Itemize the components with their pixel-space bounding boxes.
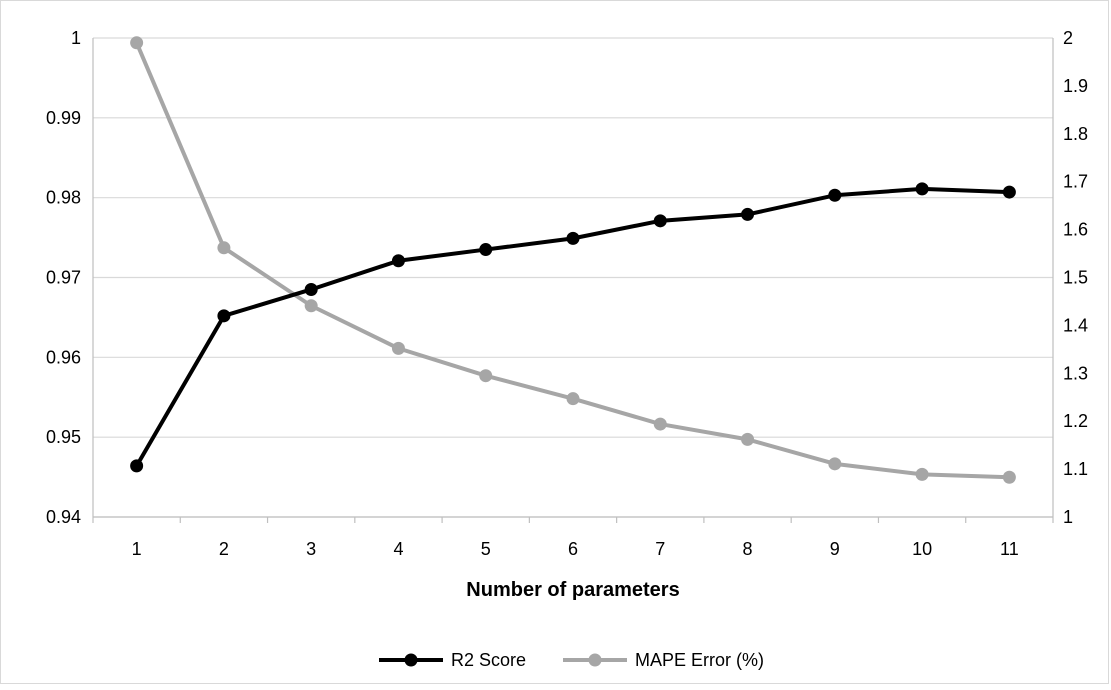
x-tick-label: 5 [481,539,491,559]
data-point [391,254,405,268]
y-tick-label: 0.96 [46,347,81,367]
x-tick-label: 8 [743,539,753,559]
data-point [653,417,667,431]
legend: R2 Score MAPE Error (%) [379,650,764,670]
y2-tick-label: 1.8 [1063,124,1088,144]
data-point [741,207,755,221]
y-tick-label: 0.98 [46,188,81,208]
data-point [653,214,667,228]
data-point [566,392,580,406]
x-tick-label: 7 [655,539,665,559]
x-tick-label: 1 [132,539,142,559]
y-tick-label: 0.97 [46,268,81,288]
data-point [217,241,231,255]
legend-label: MAPE Error (%) [635,650,764,670]
y2-tick-label: 1.6 [1063,220,1088,240]
series-r2-score [130,182,1016,473]
data-point [828,457,842,471]
series-mape-error [130,36,1016,484]
x-tick-label: 10 [912,539,932,559]
y-tick-label: 0.95 [46,427,81,447]
data-point [130,459,144,473]
data-point [741,432,755,446]
y2-tick-label: 1.1 [1063,459,1088,479]
y2-tick-label: 2 [1063,28,1073,48]
y-tick-label: 0.94 [46,507,81,527]
data-point [479,369,493,383]
data-point [566,231,580,245]
x-axis-title: Number of parameters [466,579,679,601]
x-tick-label: 6 [568,539,578,559]
data-point [130,36,144,50]
y2-tick-label: 1.9 [1063,76,1088,96]
legend-label: R2 Score [451,650,526,670]
legend-marker [404,653,418,667]
y2-tick-label: 1.7 [1063,172,1088,192]
y2-tick-label: 1.4 [1063,315,1088,335]
legend-marker [588,653,602,667]
data-point [391,341,405,355]
y2-tick-label: 1.5 [1063,268,1088,288]
legend-item-mape-error: MAPE Error (%) [563,650,764,670]
data-point [304,282,318,296]
data-point [828,188,842,202]
data-point [915,467,929,481]
legend-item-r2-score: R2 Score [379,650,526,670]
y-tick-label: 1 [71,28,81,48]
y-tick-label: 0.99 [46,108,81,128]
series-line [134,42,1010,480]
data-point [304,299,318,313]
y2-tick-label: 1.2 [1063,411,1088,431]
data-point [1002,470,1016,484]
axes [92,38,1054,523]
y2-tick-label: 1 [1063,507,1073,527]
series-line [134,186,1010,467]
x-tick-label: 11 [1000,539,1019,559]
data-point [217,309,231,323]
x-tick-label: 9 [830,539,840,559]
x-tick-label: 3 [306,539,316,559]
tick-labels: 0.940.950.960.970.980.99111.11.21.31.41.… [46,28,1088,559]
gridlines [93,37,1053,518]
x-tick-label: 2 [219,539,229,559]
y2-tick-label: 1.3 [1063,363,1088,383]
data-point [915,182,929,196]
data-point [1002,185,1016,199]
data-point [479,243,493,257]
x-tick-label: 4 [393,539,403,559]
series [130,36,1016,484]
